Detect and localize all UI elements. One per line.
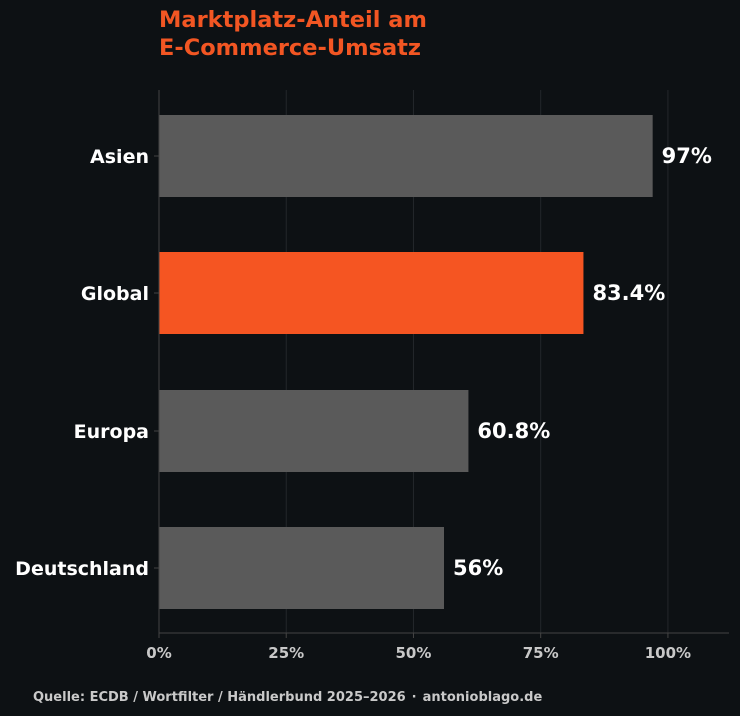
x-tick-label-2: 50%	[396, 644, 432, 662]
source-site: antonioblago.de	[422, 690, 543, 705]
bar-asien	[159, 115, 653, 197]
bar-deutschland	[159, 527, 444, 609]
x-tick-label-1: 25%	[268, 644, 304, 662]
category-label-global: Global	[81, 283, 149, 305]
source-note: Quelle: ECDB / Wortfilter / Händlerbund …	[33, 690, 542, 705]
category-label-deutschland: Deutschland	[15, 558, 149, 580]
x-tick-label-3: 75%	[523, 644, 559, 662]
value-label-global: 83.4%	[592, 281, 665, 305]
category-label-asien: Asien	[90, 146, 149, 168]
chart-title: Marktplatz-Anteil am E-Commerce-Umsatz	[159, 6, 427, 62]
x-tick-label-0: 0%	[146, 644, 171, 662]
source-text: Quelle: ECDB / Wortfilter / Händlerbund …	[33, 690, 406, 705]
category-label-europa: Europa	[74, 421, 149, 443]
bars	[159, 115, 653, 609]
labels: 0% 25% 50% 75% 100% Asien 97% Global 83.4% Europa…	[15, 144, 712, 662]
bar-europa	[159, 390, 469, 472]
source-separator: ·	[411, 690, 417, 705]
chart-title-line-1: Marktplatz-Anteil am	[159, 7, 427, 33]
bar-chart: 0% 25% 50% 75% 100% Asien 97% Global 83.4% Europa…	[15, 90, 729, 662]
value-label-europa: 60.8%	[477, 419, 550, 443]
bar-global	[159, 252, 584, 334]
value-label-asien: 97%	[662, 144, 712, 168]
axes	[154, 90, 729, 638]
value-label-deutschland: 56%	[453, 556, 503, 580]
chart-title-line-2: E-Commerce-Umsatz	[159, 35, 422, 61]
x-tick-label-4: 100%	[645, 644, 691, 662]
